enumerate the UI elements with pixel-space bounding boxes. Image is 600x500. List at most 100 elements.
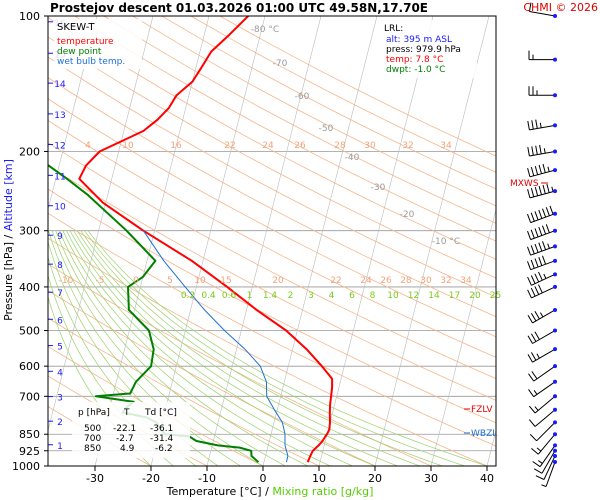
wind-barb <box>527 205 557 224</box>
wetbulb-profile-line <box>142 230 289 463</box>
dry-adiabat-line <box>48 188 496 424</box>
dry-adiabat-line <box>48 289 376 466</box>
mixing-ratio-label-upper: 10 <box>122 141 134 151</box>
altitude-tick-label: 7 <box>57 289 63 299</box>
wind-barb <box>527 183 557 199</box>
wind-barb <box>528 407 557 427</box>
wind-barb-staff <box>529 124 556 131</box>
isotherm-label: -50 <box>319 124 334 134</box>
mixing-ratio-label-upper: 24 <box>262 141 274 151</box>
wind-barb-dot <box>553 123 557 128</box>
altitude-tick-label: 13 <box>54 111 65 121</box>
wind-barb <box>527 271 557 286</box>
x-axis-tick-label: -10 <box>198 472 216 485</box>
dry-adiabat-line <box>48 17 496 260</box>
wind-barb <box>528 394 557 414</box>
plot-frame <box>47 15 497 467</box>
mixing-ratio-label: 2 <box>288 291 294 301</box>
y-axis-tick-label: 200 <box>19 145 40 158</box>
wind-barb-dot <box>553 420 557 425</box>
wind-barb <box>529 420 557 442</box>
y-axis-tick-label: 700 <box>19 390 40 403</box>
wind-barb <box>541 460 557 487</box>
table-cell: 500 <box>84 424 101 434</box>
moist-adiabat-line <box>80 230 443 466</box>
wind-barb-flag <box>545 224 550 233</box>
wind-barb-flag <box>527 213 532 223</box>
wind-barb-halfflag <box>543 148 546 154</box>
wind-barb <box>527 307 557 324</box>
wind-barb-dot <box>553 379 557 384</box>
table-row: 850 4.9 -6.2 <box>84 444 173 454</box>
altitude-tick-label: 11 <box>54 172 65 182</box>
isotherm-line <box>430 208 496 466</box>
mixing-ratio-label-mid: 22 <box>330 276 341 286</box>
wind-barb-staff <box>530 213 556 224</box>
wind-barb-halfflag <box>551 186 554 192</box>
isotherm-label: -30 <box>371 183 386 193</box>
dry-adiabat-line <box>48 36 496 279</box>
altitude-tick-label: 5 <box>57 343 63 353</box>
wind-barb-flag <box>535 475 545 480</box>
altitude-tick-label: 14 <box>54 80 66 90</box>
wind-barb-flag <box>542 208 547 218</box>
isotherm-line <box>48 16 98 211</box>
wind-barb-flag <box>534 286 540 295</box>
altitude-tick-label: 4 <box>57 368 63 378</box>
x-axis-label: Temperature [°C] / Mixing ratio [g/kg] <box>166 485 374 498</box>
wind-barb-dot <box>553 211 557 216</box>
wind-barb-dot <box>553 448 557 453</box>
wind-barb <box>531 432 557 455</box>
lrl-box <box>382 20 477 78</box>
legend-box <box>54 19 142 69</box>
isotherm-line <box>94 16 210 466</box>
wind-barb <box>527 347 557 363</box>
wind-barb-flag <box>527 230 532 240</box>
legend-title: SKEW-T <box>57 22 95 33</box>
wind-barb-dot <box>553 284 557 289</box>
temperature-profile-line <box>78 16 334 463</box>
level-marker-mxws: MXWS <box>510 179 539 189</box>
wind-barb-staff <box>532 309 556 324</box>
wind-barb-flag <box>527 167 531 177</box>
wind-barb-flag <box>528 389 535 397</box>
wind-barb-flag <box>527 189 531 199</box>
wind-barb-flag <box>534 243 539 253</box>
table-cell: 700 <box>84 434 101 444</box>
wind-barb-dot <box>553 272 557 277</box>
isotherm-label: -40 <box>345 153 360 163</box>
wind-barb-flag <box>542 255 547 265</box>
wind-barb-staff <box>530 230 556 241</box>
wind-barb-flag <box>530 312 537 322</box>
wind-barb-halfflag <box>538 460 543 464</box>
wind-barb-halfflag <box>543 273 547 279</box>
wind-barb-halfflag <box>547 243 550 249</box>
wind-barb-dot <box>553 258 557 263</box>
mixing-ratio-label: 10 <box>387 291 399 301</box>
wind-barb <box>527 224 557 241</box>
wind-barb-flag <box>527 354 533 363</box>
moist-adiabat-line <box>62 230 331 466</box>
mixing-ratio-label-upper: 32 <box>402 141 413 151</box>
dry-adiabat-line <box>74 16 496 242</box>
wind-barb-dot <box>553 460 557 465</box>
wind-barb-halfflag <box>533 390 538 395</box>
wind-barb-halfflag <box>536 447 542 452</box>
table-cell: -31.4 <box>150 434 174 444</box>
wind-barb-dot <box>553 93 557 98</box>
isotherm-label: -70 <box>273 59 288 69</box>
wind-barb-halfflag <box>536 353 540 359</box>
wind-barb-staff <box>543 455 556 480</box>
mixing-ratio-label: 17 <box>449 291 460 301</box>
wind-barb-flag <box>538 226 543 236</box>
mixing-ratio-label-mid: 30 <box>420 276 432 286</box>
wind-barb-flag <box>530 212 535 222</box>
chart-title: Prostejov descent 01.03.2026 01:00 UTC 4… <box>50 1 428 15</box>
wind-barb-flag <box>530 245 535 255</box>
wind-barb-dot <box>553 244 557 249</box>
mixing-ratio-label-upper: 26 <box>294 141 306 151</box>
table-cell: -6.2 <box>155 444 173 454</box>
wind-barb-flag <box>527 335 533 344</box>
mixing-ratio-label: 3 <box>308 291 314 301</box>
y-axis-tick-label: 500 <box>19 325 40 338</box>
